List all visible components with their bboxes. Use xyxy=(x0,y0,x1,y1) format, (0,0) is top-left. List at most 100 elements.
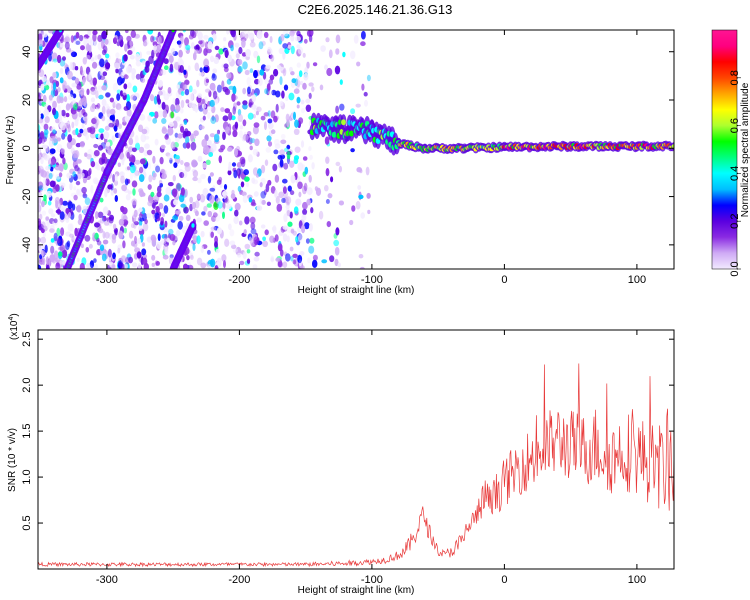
spectrogram-speckle xyxy=(192,170,199,178)
spectrogram-speckle xyxy=(200,230,205,238)
spectrogram-speckle xyxy=(222,115,229,122)
spectrogram-speckle xyxy=(201,211,206,216)
spectrogram-speckle xyxy=(339,103,345,111)
spectrogram-speckle xyxy=(58,172,63,178)
spectrogram-speckle xyxy=(175,91,180,98)
carrier-mark xyxy=(331,131,337,138)
spectrogram-speckle xyxy=(57,137,61,142)
snr-y-ticks: 0.5 1.0 1.5 2.0 2.5 xyxy=(21,332,674,531)
spectrogram-speckle xyxy=(250,228,257,235)
spectrogram-speckle xyxy=(300,140,305,148)
spectrogram-speckle xyxy=(282,30,289,37)
spectrogram-speckle xyxy=(147,184,152,190)
spectrogram-speckle xyxy=(330,176,334,183)
spectrogram-speckle xyxy=(334,65,341,75)
spectrogram-speckle xyxy=(45,256,49,265)
spectrogram-speckle xyxy=(68,94,74,101)
spectrogram-speckle xyxy=(104,189,108,198)
spectrogram-speckle xyxy=(154,138,159,146)
spectrogram-speckle xyxy=(308,92,312,99)
spectrogram-speckle xyxy=(247,86,251,95)
spectrogram-speckle xyxy=(297,233,303,243)
spectrogram-speckle xyxy=(42,257,46,266)
spectrogram-speckle xyxy=(197,100,203,110)
spectrogram-speckle xyxy=(182,142,188,149)
spectrogram-speckle xyxy=(286,209,291,217)
spectrogram-speckle xyxy=(295,35,301,42)
spectrogram-speckle xyxy=(184,37,189,46)
spectrogram-speckle xyxy=(264,88,269,95)
spectrogram-speckle xyxy=(130,240,136,247)
spectrogram-speckle xyxy=(212,212,218,218)
spectrogram-speckle xyxy=(312,259,318,268)
spectrogram-speckle xyxy=(353,34,359,44)
svg-text:(x104): (x104) xyxy=(8,313,20,340)
spectrogram-speckle xyxy=(135,60,142,67)
spectrogram-speckle xyxy=(128,230,134,239)
spectrogram-speckle xyxy=(84,234,91,242)
spectrogram-speckle xyxy=(254,88,260,96)
spectrogram-speckle xyxy=(228,223,232,231)
spectrogram-speckle xyxy=(104,38,109,45)
spectrogram-speckle xyxy=(161,173,167,180)
spectrogram-speckle xyxy=(76,106,81,113)
spectrogram-speckle xyxy=(91,61,98,69)
spectrogram-speckle xyxy=(297,181,303,190)
spectrogram-x-tick-label: -300 xyxy=(96,274,118,286)
spectrogram-speckle xyxy=(207,249,211,255)
spectrogram-speckle xyxy=(237,66,243,73)
spectrogram-speckle xyxy=(218,148,224,153)
spectrogram-speckle xyxy=(213,139,220,144)
snr-x-tick-label: -200 xyxy=(228,574,250,586)
spectrogram-speckle xyxy=(90,184,94,194)
spectrogram-speckle xyxy=(119,90,124,97)
spectrogram-speckle xyxy=(44,116,50,124)
spectrogram-speckle xyxy=(73,194,78,201)
spectrogram-speckle xyxy=(297,46,304,55)
spectrogram-speckle xyxy=(262,189,266,197)
spectrogram-speckle xyxy=(193,45,199,51)
spectrogram-speckle xyxy=(314,186,318,192)
spectrogram-speckle xyxy=(160,144,166,149)
spectrogram-speckle xyxy=(42,184,48,192)
spectrogram-speckle xyxy=(184,162,190,167)
spectrogram-speckle xyxy=(167,182,174,187)
snr-y-tick-label: 0.5 xyxy=(21,515,33,530)
spectrogram-speckle xyxy=(124,178,129,186)
spectrogram-speckle xyxy=(366,192,371,199)
spectrogram-speckle xyxy=(75,180,81,186)
spectrogram-speckle xyxy=(203,58,210,68)
spectrogram-speckle xyxy=(149,94,155,102)
spectrogram-speckle xyxy=(189,93,194,101)
spectrogram-speckle xyxy=(207,263,211,269)
spectrogram-speckle xyxy=(67,201,73,210)
spectrogram-speckle xyxy=(56,157,60,164)
spectrogram-speckle xyxy=(45,178,50,187)
track-core xyxy=(171,30,175,33)
spectrogram-speckle xyxy=(280,133,286,140)
spectrogram-speckle xyxy=(189,203,193,212)
spectrogram-speckle xyxy=(146,149,153,156)
spectrogram-speckle xyxy=(304,166,309,175)
spectrogram-speckle xyxy=(334,246,340,256)
spectrogram-speckle xyxy=(170,111,174,119)
spectrogram-speckle xyxy=(65,66,70,76)
spectrogram-speckle xyxy=(296,62,301,68)
spectrogram-speckle xyxy=(141,128,148,135)
spectrogram-speckle xyxy=(308,245,315,254)
spectrogram-speckle xyxy=(224,238,230,247)
spectrogram-speckle xyxy=(184,88,190,96)
spectrogram-speckle xyxy=(122,240,126,249)
carrier-mark xyxy=(349,130,354,137)
spectrogram-speckle xyxy=(234,148,239,157)
spectrogram-speckle xyxy=(151,262,155,267)
spectrogram-speckle xyxy=(196,217,202,223)
spectrogram-speckle xyxy=(214,241,218,248)
spectrogram-speckle xyxy=(63,249,67,258)
spectrogram-speckle xyxy=(76,132,82,138)
spectrogram-speckle xyxy=(116,41,121,47)
spectrogram-speckle xyxy=(156,94,160,103)
spectrogram-speckle xyxy=(122,92,127,101)
spectrogram-speckle xyxy=(250,222,256,230)
spectrogram-speckle xyxy=(102,239,109,245)
